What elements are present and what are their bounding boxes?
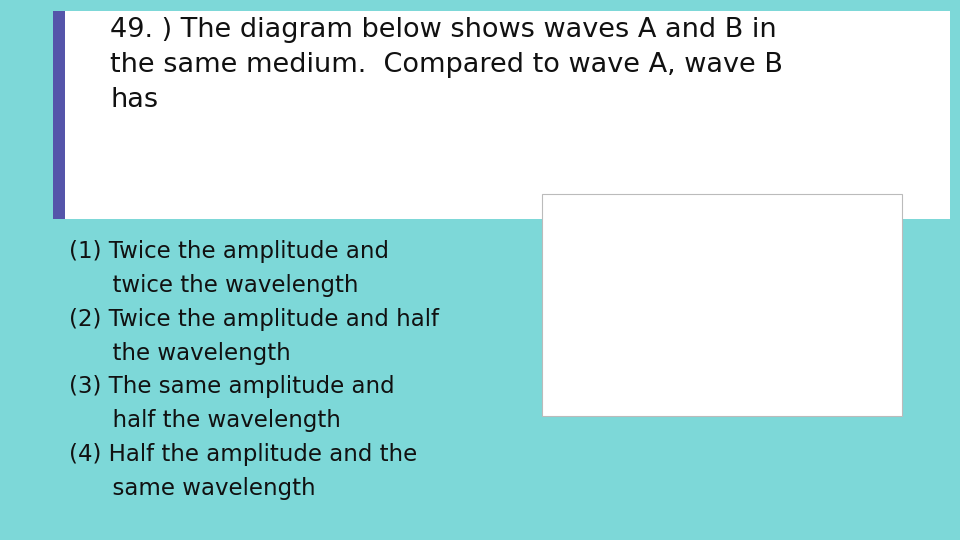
Text: A: A <box>787 255 799 273</box>
Text: 49. ) The diagram below shows waves A and B in
the same medium.  Compared to wav: 49. ) The diagram below shows waves A an… <box>110 17 783 113</box>
Text: B: B <box>653 215 664 233</box>
Text: (1) Twice the amplitude and
      twice the wavelength
(2) Twice the amplitude a: (1) Twice the amplitude and twice the wa… <box>69 240 439 500</box>
